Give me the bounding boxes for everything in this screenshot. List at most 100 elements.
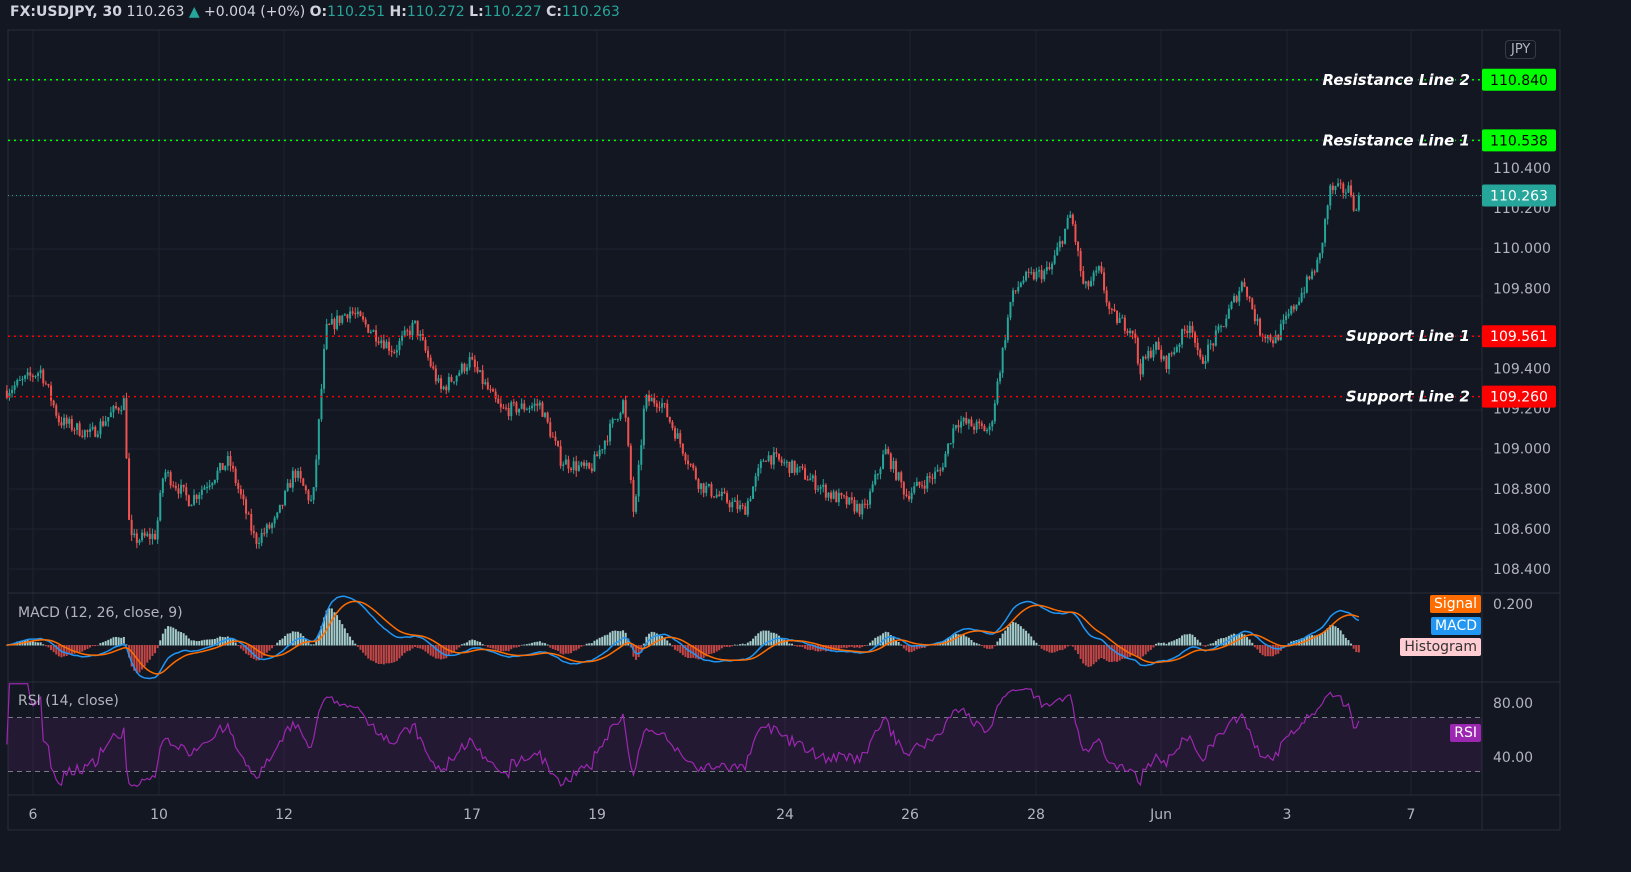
histogram-bar: [1201, 645, 1204, 646]
histogram-bar: [424, 645, 427, 652]
candle-body: [401, 335, 404, 341]
candle-body: [492, 389, 495, 392]
candle-body: [788, 461, 791, 474]
candle-body: [1082, 271, 1085, 284]
symbol[interactable]: FX:USDJPY, 30: [10, 4, 122, 20]
level-name: Support Line 1: [1346, 327, 1470, 345]
candle-body: [320, 388, 323, 420]
candle-body: [668, 417, 671, 422]
candle-body: [349, 311, 352, 319]
candle-body: [47, 384, 50, 386]
candle-body: [622, 400, 625, 414]
candle-body: [390, 350, 393, 353]
candle-body: [637, 464, 640, 497]
histogram-bar: [91, 645, 94, 647]
candle-body: [1350, 185, 1353, 196]
histogram-bar: [1204, 645, 1207, 647]
candle-body: [559, 446, 562, 466]
histogram-bar: [26, 640, 29, 646]
histogram-bar: [570, 645, 573, 654]
histogram-bar: [466, 642, 469, 646]
candle-body: [918, 481, 921, 486]
candle-body: [1173, 351, 1176, 355]
histogram-bar: [1220, 638, 1223, 646]
candle-body: [939, 469, 942, 471]
candle-body: [1017, 286, 1020, 292]
candle-body: [1053, 255, 1056, 264]
candle-body: [476, 367, 479, 372]
candle-body: [479, 370, 482, 372]
candle-body: [783, 462, 786, 464]
candle-body: [1084, 281, 1087, 284]
price-tick: 108.800: [1493, 482, 1551, 498]
candle-body: [185, 487, 188, 496]
histogram-bar: [775, 633, 778, 646]
histogram-bar: [1139, 645, 1142, 659]
candle-body: [1051, 263, 1054, 270]
histogram-bar: [676, 645, 679, 652]
histogram-bar: [1160, 643, 1163, 646]
histogram-bar: [44, 645, 47, 647]
candle-body: [1342, 183, 1345, 193]
histogram-bar: [531, 642, 534, 646]
histogram-bar: [468, 640, 471, 646]
candle-body: [239, 488, 242, 495]
histogram-bar: [481, 644, 484, 646]
candle-body: [999, 372, 1002, 382]
candle-body: [190, 504, 193, 507]
candle-body: [237, 482, 240, 489]
candle-body: [1108, 302, 1111, 310]
histogram-bar: [1308, 635, 1311, 646]
candle-body: [1006, 317, 1009, 341]
candle-body: [1264, 336, 1267, 339]
histogram-bar: [307, 642, 310, 646]
open-label: O:: [309, 4, 328, 20]
candle-body: [377, 341, 380, 344]
candle-body: [1238, 291, 1241, 302]
candle-body: [694, 468, 697, 480]
histogram-bar: [187, 638, 190, 646]
candle-body: [1175, 346, 1178, 352]
candle-body: [52, 400, 55, 406]
candle-body: [1199, 350, 1202, 358]
candle-body: [1105, 290, 1108, 303]
histogram-bar: [1142, 645, 1145, 657]
low-label: L:: [469, 4, 484, 20]
histogram-bar: [609, 632, 612, 646]
histogram-bar: [1331, 625, 1334, 646]
histogram-bar: [642, 643, 645, 646]
candle-body: [1071, 214, 1074, 225]
candle-body: [442, 386, 445, 389]
candle-body: [713, 496, 716, 498]
histogram-bar: [993, 645, 996, 647]
candle-body: [1313, 271, 1316, 273]
histogram-bar: [1199, 642, 1202, 646]
candle-body: [601, 449, 604, 451]
histogram-bar: [1045, 645, 1048, 652]
close-label: C:: [546, 4, 562, 20]
candle-body: [1274, 334, 1277, 344]
histogram-bar: [1342, 634, 1345, 646]
currency-button[interactable]: JPY: [1505, 40, 1537, 59]
candle-body: [489, 389, 492, 391]
histogram-bar: [156, 645, 159, 649]
candle-body: [208, 485, 211, 488]
candle-body: [702, 483, 705, 493]
histogram-bar: [1084, 645, 1087, 666]
histogram-bar: [1066, 645, 1069, 647]
histogram-bar: [863, 645, 866, 647]
candle-body: [978, 421, 981, 424]
histogram-bar: [1259, 645, 1262, 654]
histogram-bar: [1352, 645, 1355, 649]
candle-body: [1077, 241, 1080, 251]
level-price-tag: [1482, 68, 1556, 91]
histogram-bar: [143, 645, 146, 667]
candle-body: [115, 406, 118, 409]
candle-body: [281, 504, 284, 506]
histogram-bar: [343, 628, 346, 646]
histogram-bar: [762, 630, 765, 646]
histogram-bar: [1051, 645, 1054, 653]
histogram-bar: [1103, 645, 1106, 660]
candle-body: [965, 417, 968, 424]
